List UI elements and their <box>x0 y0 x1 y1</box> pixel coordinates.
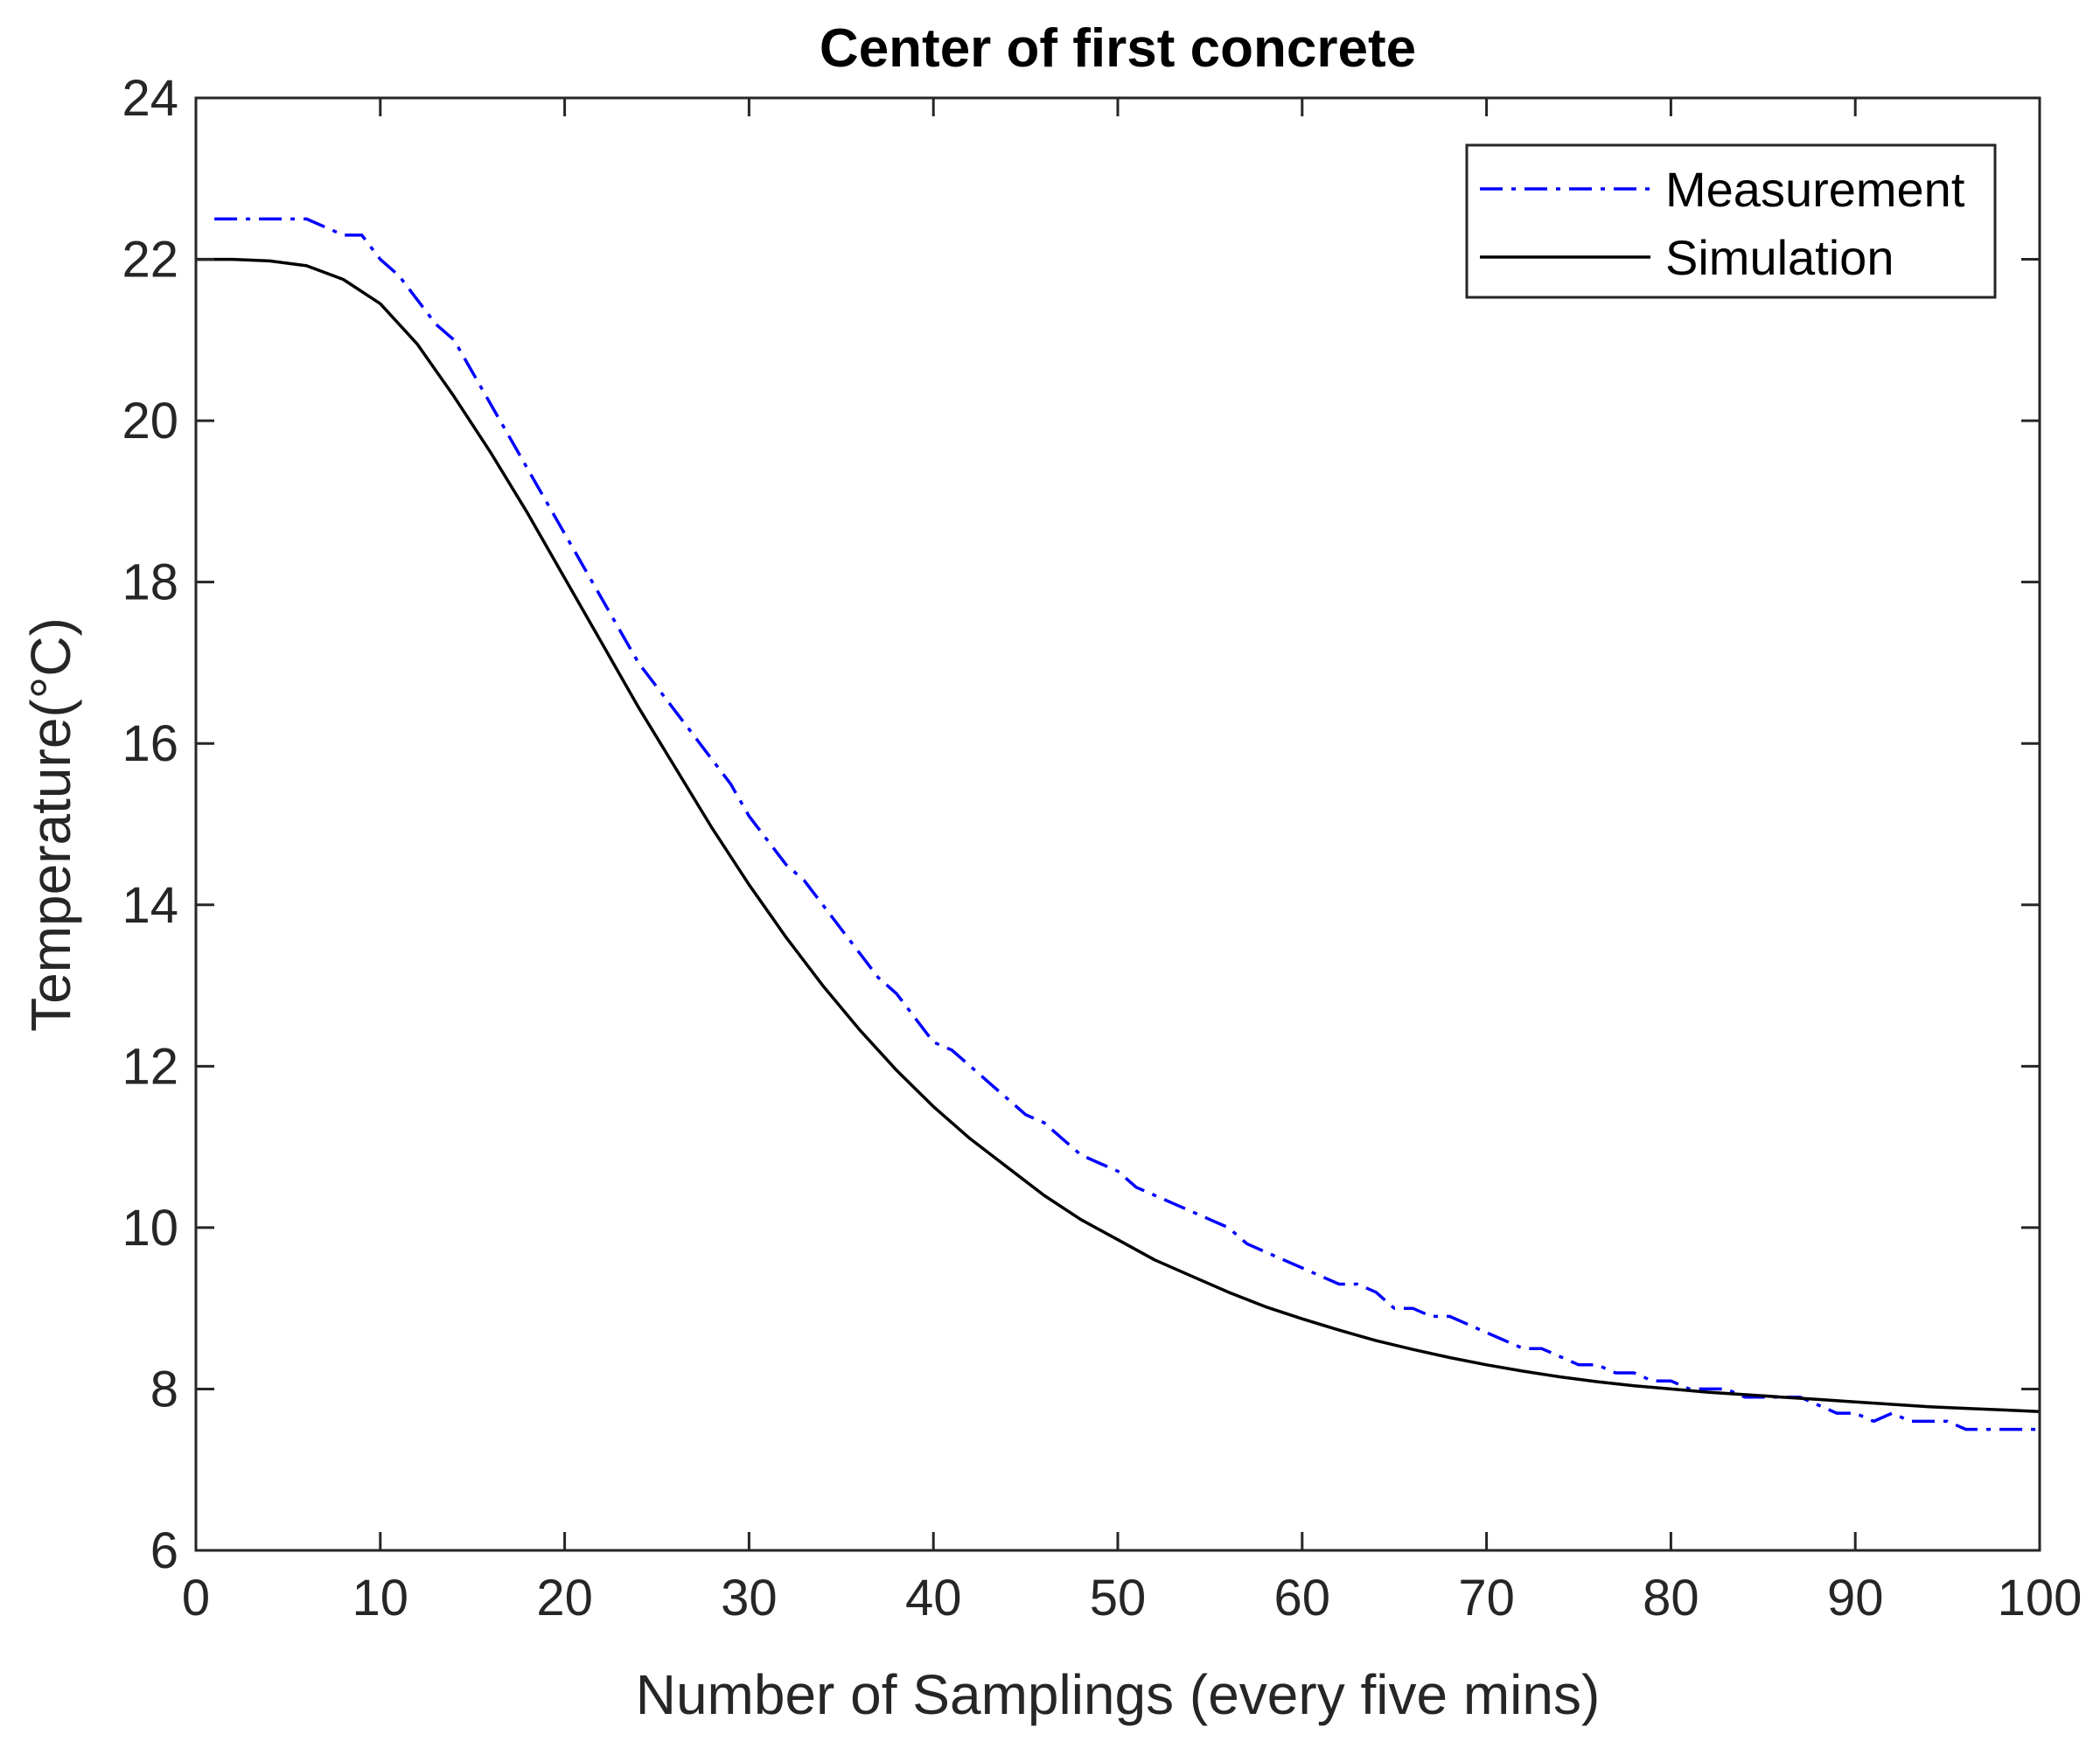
x-axis-label: Number of Samplings (every five mins) <box>636 1663 1601 1726</box>
x-tick-label: 80 <box>1643 1570 1699 1626</box>
y-tick-label: 22 <box>122 232 178 289</box>
x-tick-label: 20 <box>536 1570 593 1626</box>
y-tick-label: 18 <box>122 554 178 611</box>
y-tick-label: 6 <box>150 1522 178 1579</box>
chart-title: Center of first concrete <box>820 18 1416 79</box>
x-tick-label: 70 <box>1458 1570 1515 1626</box>
y-axis-label: Temperature(°C) <box>19 617 82 1032</box>
x-tick-label: 10 <box>352 1570 409 1626</box>
series-line-measurement <box>214 217 2040 1431</box>
y-tick-label: 8 <box>150 1361 178 1417</box>
y-tick-label: 10 <box>122 1200 178 1257</box>
y-tick-label: 20 <box>122 393 178 449</box>
legend: Measurement Simulation <box>1465 143 1997 299</box>
x-tick-label: 40 <box>905 1570 962 1626</box>
plot-area: 0 10 20 30 40 50 60 70 80 90 100 6 8 10 12 14 16 18 20 22 24 <box>122 70 2082 1626</box>
y-tick-label: 12 <box>122 1038 178 1095</box>
legend-label-measurement: Measurement <box>1665 162 1965 217</box>
x-tick-label: 90 <box>1827 1570 1884 1626</box>
legend-box <box>1465 143 1997 299</box>
series-line-simulation <box>196 257 2041 1414</box>
x-tick-label: 0 <box>182 1570 210 1626</box>
y-tick-label: 14 <box>122 877 178 934</box>
y-tick-label: 16 <box>122 715 178 772</box>
x-tick-label: 50 <box>1090 1570 1147 1626</box>
y-tick-label: 24 <box>122 70 178 127</box>
x-tick-label: 30 <box>721 1570 778 1626</box>
x-tick-label: 100 <box>1998 1570 2083 1626</box>
x-tick-label: 60 <box>1274 1570 1331 1626</box>
legend-label-simulation: Simulation <box>1665 230 1894 285</box>
